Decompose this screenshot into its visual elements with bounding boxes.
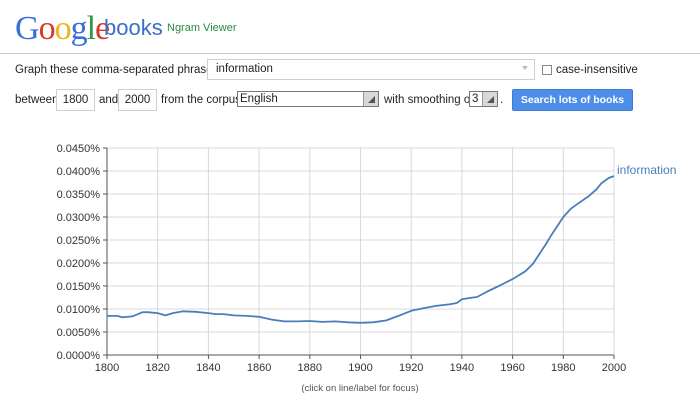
corpus-select[interactable]: English — [237, 91, 379, 107]
period-text: . — [500, 94, 504, 106]
chart-axes: 0.0000% 0.0050% 0.0100% 0.0150% 0.0200% 0.025… — [57, 143, 627, 374]
y-tick-label: 0.0400% — [57, 166, 101, 178]
logo-letter: G — [15, 10, 40, 47]
y-tick-label: 0.0000% — [57, 350, 101, 362]
x-tick-label: 1960 — [500, 362, 524, 374]
y-tick-label: 0.0300% — [57, 212, 101, 224]
logo-letter: e — [95, 10, 110, 47]
chart-grid — [106, 147, 615, 356]
app-name[interactable]: Ngram Viewer — [167, 22, 237, 34]
end-year-input[interactable]: 2000 — [118, 89, 157, 111]
corpus-select-value: English — [240, 93, 278, 105]
x-tick-label: 1860 — [247, 362, 271, 374]
dropdown-arrow-icon — [522, 66, 528, 70]
y-tick-label: 0.0100% — [57, 304, 101, 316]
google-logo[interactable]: Google — [15, 9, 110, 49]
x-tick-label: 1900 — [348, 362, 372, 374]
logo-letter: o — [54, 10, 72, 47]
between-label: between — [15, 94, 59, 106]
y-tick-label: 0.0250% — [57, 235, 101, 247]
series-line-information[interactable] — [107, 175, 615, 324]
y-tick-label: 0.0050% — [57, 327, 101, 339]
search-button[interactable]: Search lots of books — [512, 89, 633, 111]
x-tick-label: 2000 — [602, 362, 626, 374]
corpus-dropdown-icon — [363, 92, 378, 106]
focus-hint: (click on line/label for focus) — [301, 383, 418, 394]
phrases-input-value: information — [216, 63, 273, 75]
y-tick-label: 0.0150% — [57, 281, 101, 293]
y-tick-label: 0.0350% — [57, 189, 101, 201]
case-insensitive-checkbox[interactable] — [542, 65, 552, 75]
smoothing-select-value: 3 — [472, 93, 479, 105]
smoothing-dropdown-icon — [482, 92, 497, 106]
phrases-label: Graph these comma-separated phrases: — [15, 64, 222, 76]
chart-series[interactable]: information — [107, 163, 676, 324]
corpus-label: from the corpus — [161, 94, 241, 106]
books-logo-text[interactable]: books — [104, 15, 163, 40]
case-insensitive-label: case-insensitive — [556, 64, 638, 76]
header: Google books Ngram Viewer — [0, 0, 700, 52]
x-tick-label: 1840 — [196, 362, 220, 374]
y-tick-label: 0.0450% — [57, 143, 101, 155]
x-tick-label: 1880 — [298, 362, 322, 374]
series-label[interactable]: information — [617, 163, 676, 177]
and-label: and — [99, 94, 119, 106]
start-year-input[interactable]: 1800 — [56, 89, 95, 111]
phrases-input[interactable]: information — [207, 59, 535, 80]
y-tick-label: 0.0200% — [57, 258, 101, 270]
logo-letter: l — [86, 10, 97, 47]
x-tick-label: 1800 — [95, 362, 119, 374]
logo-letter: o — [38, 10, 56, 47]
x-tick-label: 1980 — [551, 362, 575, 374]
smoothing-select[interactable]: 3 — [469, 91, 498, 107]
logo-letter: g — [70, 10, 88, 47]
header-divider — [0, 53, 700, 54]
x-tick-label: 1820 — [145, 362, 169, 374]
x-tick-label: 1940 — [450, 362, 474, 374]
x-tick-label: 1920 — [399, 362, 423, 374]
smoothing-label: with smoothing of — [384, 94, 474, 106]
